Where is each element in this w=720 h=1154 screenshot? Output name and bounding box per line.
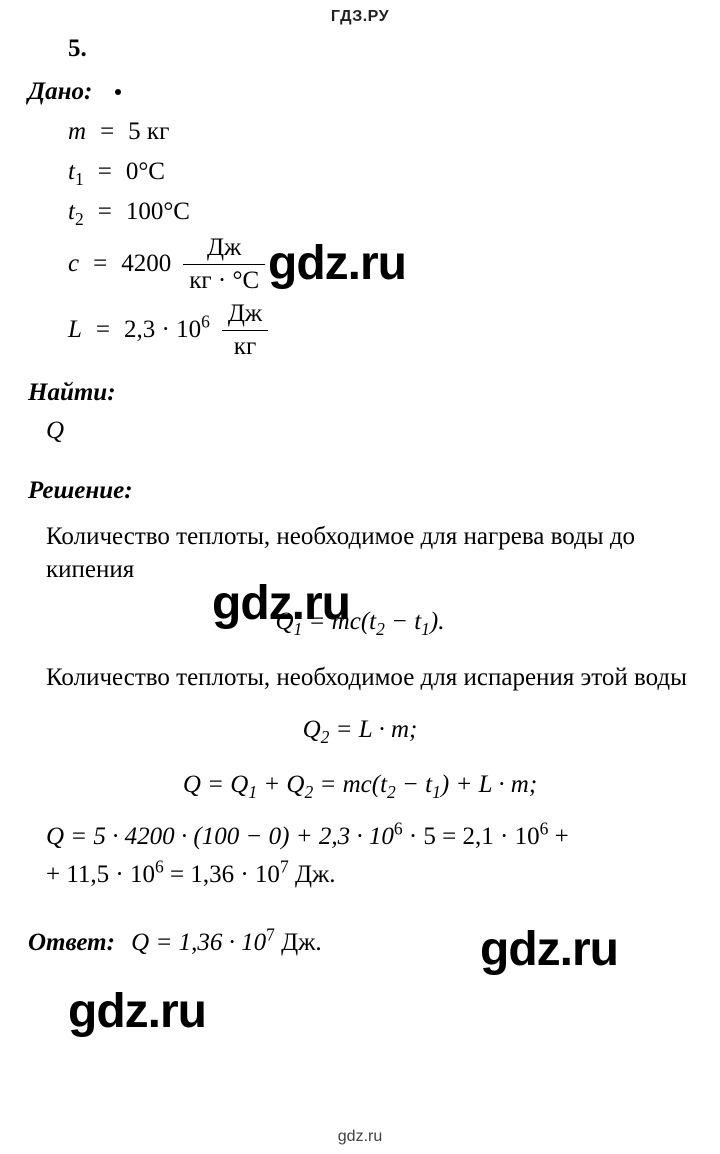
frac-c: Дж кг · °C	[183, 234, 265, 294]
c2-e4: 7	[280, 857, 289, 877]
find-var: Q	[46, 414, 692, 448]
text-heat: Количество теплоты, необходимое для нагр…	[46, 520, 692, 588]
c1-b: · 5 = 2,1 · 10	[403, 823, 540, 850]
val-m: 5 кг	[128, 115, 169, 149]
f1-m: − t	[385, 608, 421, 635]
find-label: Найти:	[28, 376, 692, 410]
val-c: 4200	[121, 247, 171, 281]
ans-a: Q = 1,36 · 10	[131, 929, 266, 956]
f2-r: = L · m;	[329, 716, 417, 743]
ans-b: Дж.	[275, 929, 322, 956]
eq: =	[93, 247, 107, 281]
dot-icon	[115, 89, 121, 95]
var-m: m	[68, 115, 86, 149]
f3-s3: 2	[387, 782, 396, 802]
sub-t2: 2	[75, 209, 84, 229]
c1-c: +	[548, 823, 568, 850]
site-header: ГДЗ.РУ	[0, 0, 720, 28]
f3-b: + Q	[257, 771, 304, 798]
frac-L: Дж кг	[222, 300, 268, 360]
f1-t2: 2	[376, 619, 385, 639]
watermark: gdz.ru	[212, 572, 350, 637]
f3-a: Q = Q	[183, 771, 248, 798]
f1-t1: 1	[421, 619, 430, 639]
given-m: m = 5 кг	[68, 115, 692, 149]
formula-q2: Q2 = L · m;	[28, 713, 692, 747]
var-t2: t	[68, 198, 75, 225]
c2-a: + 11,5 · 10	[46, 861, 155, 888]
f1-e: ).	[430, 608, 445, 635]
c2-b: = 1,36 · 10	[164, 861, 280, 888]
f3-c: = mc(t	[313, 771, 387, 798]
eq: =	[98, 195, 112, 229]
c1-e1: 6	[394, 819, 403, 839]
var-L: L	[68, 313, 82, 347]
c1-a: Q = 5 · 4200 · (100 − 0) + 2,3 · 10	[46, 823, 394, 850]
document-content: 5. Дано: m = 5 кг t1 = 0°C t2 = 100°C c …	[0, 32, 720, 960]
problem-number: 5.	[68, 32, 692, 66]
f3-s4: 1	[432, 782, 441, 802]
given-L: L = 2,3 · 106 Дж кг	[68, 300, 692, 360]
site-footer: gdz.ru	[0, 1126, 720, 1148]
val-L: 2,3 · 10	[124, 316, 201, 343]
solution-label: Решение:	[28, 474, 692, 508]
watermark: gdz.ru	[68, 980, 206, 1045]
formula-q-sum: Q = Q1 + Q2 = mc(t2 − t1) + L · m;	[28, 768, 692, 802]
eq: =	[100, 115, 114, 149]
exp-L: 6	[201, 312, 210, 332]
frac-L-num: Дж	[222, 300, 268, 331]
f3-s1: 1	[248, 782, 257, 802]
formula-q1: Q1 = mc(t2 − t1).	[28, 605, 692, 639]
sub-t1: 1	[75, 169, 84, 189]
val-t1: 0°C	[126, 155, 165, 189]
eq: =	[96, 313, 110, 347]
f3-s2: 2	[305, 782, 314, 802]
frac-L-den: кг	[222, 331, 268, 361]
val-t2: 100°C	[126, 195, 190, 229]
f3-e: ) + L · m;	[441, 771, 537, 798]
calc-line2: + 11,5 · 106 = 1,36 · 107 Дж.	[46, 858, 692, 892]
calc-line1: Q = 5 · 4200 · (100 − 0) + 2,3 · 106 · 5…	[46, 820, 692, 854]
text-evap: Количество теплоты, необходимое для испа…	[46, 661, 692, 695]
frac-c-den: кг · °C	[183, 265, 265, 295]
given-t1: t1 = 0°C	[68, 155, 692, 189]
var-c: c	[68, 247, 79, 281]
f3-d: − t	[396, 771, 432, 798]
eq: =	[98, 155, 112, 189]
watermark: gdz.ru	[268, 232, 406, 297]
f2-q: Q	[303, 716, 321, 743]
frac-c-num: Дж	[183, 234, 265, 265]
ans-exp: 7	[266, 924, 275, 944]
given-label-text: Дано:	[28, 78, 92, 105]
c2-c: Дж.	[289, 861, 336, 888]
var-t1: t	[68, 158, 75, 185]
c2-e3: 6	[155, 857, 164, 877]
answer-label: Ответ:	[28, 929, 115, 956]
watermark: gdz.ru	[480, 918, 618, 983]
given-label: Дано:	[28, 75, 692, 109]
given-t2: t2 = 100°C	[68, 195, 692, 229]
